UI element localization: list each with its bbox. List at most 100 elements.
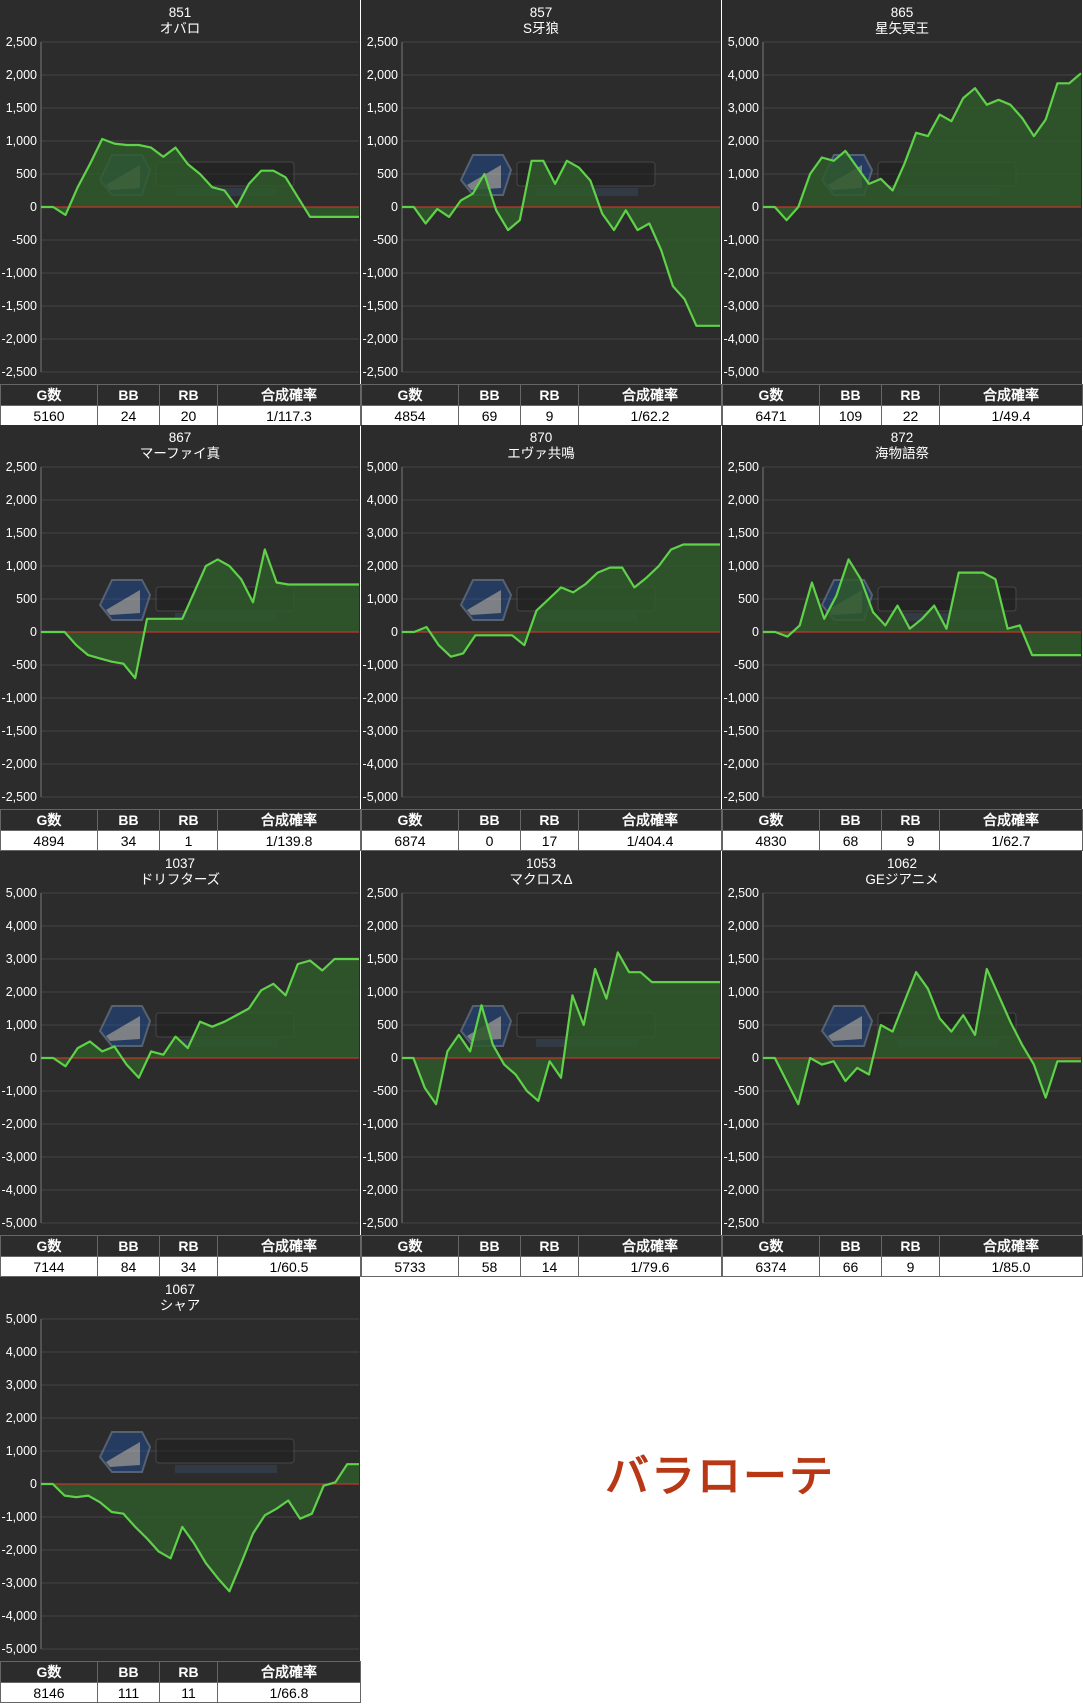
chart-panel-872: 872 海物語祭 2,500 2,000 1,500 1,000 500 0 -500 -1,00… bbox=[722, 425, 1083, 851]
y-tick-label: -2,000 bbox=[2, 1543, 37, 1557]
y-tick-label: 1,000 bbox=[6, 134, 37, 148]
stats-header: BB bbox=[458, 809, 521, 831]
y-tick-label: -2,000 bbox=[363, 332, 398, 346]
stats-value: 24 bbox=[97, 405, 160, 426]
y-tick-label: 2,500 bbox=[367, 35, 398, 49]
y-tick-label: 5,000 bbox=[6, 1312, 37, 1326]
y-tick-label: -2,500 bbox=[724, 1216, 759, 1230]
y-tick-label: -3,000 bbox=[724, 299, 759, 313]
chart-panel-857: 857 S牙狼 2,500 2,000 1,500 1,000 500 0 -500 -1,000… bbox=[361, 0, 722, 426]
y-tick-label: -1,000 bbox=[724, 1117, 759, 1131]
stats-header: RB bbox=[159, 1661, 218, 1683]
stats-header: BB bbox=[819, 809, 882, 831]
stats-header: RB bbox=[159, 384, 218, 406]
stats-header: 合成確率 bbox=[939, 384, 1083, 406]
y-tick-label: -4,000 bbox=[2, 1609, 37, 1623]
series-line bbox=[41, 548, 359, 680]
series-line bbox=[763, 72, 1082, 222]
machine-name: 海物語祭 bbox=[875, 445, 929, 461]
stats-value: 7144 bbox=[0, 1256, 98, 1277]
stats-value: 6471 bbox=[722, 405, 820, 426]
y-tick-label: 0 bbox=[30, 200, 37, 214]
y-tick-label: 2,500 bbox=[6, 35, 37, 49]
stats-value: 6374 bbox=[722, 1256, 820, 1277]
stats-value: 68 bbox=[819, 830, 882, 851]
y-tick-label: 4,000 bbox=[6, 919, 37, 933]
y-tick-label: -2,000 bbox=[2, 332, 37, 346]
machine-name: GEジアニメ bbox=[865, 872, 938, 887]
machine-name: ドリフターズ bbox=[140, 872, 220, 887]
y-tick-label: -1,000 bbox=[2, 1084, 37, 1098]
y-tick-label: -1,500 bbox=[724, 1150, 759, 1164]
y-tick-label: 0 bbox=[30, 625, 37, 639]
y-tick-label: 1,000 bbox=[728, 985, 759, 999]
machine-name: マクロスΔ bbox=[509, 872, 572, 887]
y-tick-label: -2,000 bbox=[2, 757, 37, 771]
stats-value: 34 bbox=[159, 1256, 218, 1277]
y-tick-label: 500 bbox=[738, 592, 759, 606]
y-tick-label: 1,500 bbox=[728, 526, 759, 540]
stats-value: 1/49.4 bbox=[939, 405, 1083, 426]
y-tick-label: 2,000 bbox=[728, 919, 759, 933]
y-tick-label: 2,500 bbox=[6, 460, 37, 474]
y-tick-label: 2,000 bbox=[6, 1411, 37, 1425]
y-tick-label: -2,000 bbox=[724, 1183, 759, 1197]
y-tick-label: 2,500 bbox=[728, 886, 759, 900]
stats-value: 34 bbox=[97, 830, 160, 851]
stats-value: 1/404.4 bbox=[578, 830, 722, 851]
stats-header: G数 bbox=[361, 384, 459, 406]
y-tick-label: -500 bbox=[12, 658, 37, 672]
y-tick-label: 2,000 bbox=[367, 559, 398, 573]
stats-header: 合成確率 bbox=[217, 1235, 361, 1257]
stats-header: G数 bbox=[0, 1235, 98, 1257]
stats-header: 合成確率 bbox=[217, 1661, 361, 1683]
stats-header: 合成確率 bbox=[217, 384, 361, 406]
stats-header: G数 bbox=[722, 809, 820, 831]
chart-panel-870: 870 エヴァ共鳴 5,000 4,000 3,000 2,000 1,000 0 -1,000… bbox=[361, 425, 722, 851]
y-tick-label: 0 bbox=[30, 1051, 37, 1065]
series-area bbox=[402, 952, 720, 1105]
machine-name: 星矢冥王 bbox=[875, 21, 929, 36]
stats-value: 9 bbox=[881, 830, 940, 851]
y-tick-label: -2,500 bbox=[2, 790, 37, 804]
y-tick-label: -500 bbox=[734, 1084, 759, 1098]
series-line bbox=[41, 1463, 359, 1593]
y-tick-label: -1,500 bbox=[2, 724, 37, 738]
y-tick-label: 1,000 bbox=[728, 167, 759, 181]
y-tick-label: 2,000 bbox=[728, 134, 759, 148]
series-line bbox=[402, 543, 720, 658]
series-area bbox=[763, 73, 1081, 221]
stats-header: 合成確率 bbox=[217, 809, 361, 831]
chart-panel-865: 865 星矢冥王 5,000 4,000 3,000 2,000 1,000 0 -1,000 -… bbox=[722, 0, 1083, 426]
y-tick-label: 5,000 bbox=[367, 460, 398, 474]
y-tick-label: -1,500 bbox=[724, 724, 759, 738]
y-tick-label: 1,500 bbox=[367, 101, 398, 115]
y-tick-label: -1,000 bbox=[363, 1117, 398, 1131]
stats-value: 4854 bbox=[361, 405, 459, 426]
y-tick-label: 3,000 bbox=[6, 952, 37, 966]
tag-label: バラローテ bbox=[605, 1452, 835, 1501]
stats-table: G数 BB RB 合成確率 5160 24 20 1/117.3 bbox=[0, 384, 361, 426]
y-tick-label: -2,500 bbox=[2, 365, 37, 379]
y-tick-label: -500 bbox=[12, 233, 37, 247]
y-tick-label: 1,000 bbox=[367, 985, 398, 999]
y-tick-label: 5,000 bbox=[6, 886, 37, 900]
y-tick-label: -1,000 bbox=[363, 266, 398, 280]
stats-table: G数 BB RB 合成確率 6471 109 22 1/49.4 bbox=[722, 384, 1083, 426]
y-tick-label: 500 bbox=[738, 1018, 759, 1032]
stats-header: RB bbox=[159, 809, 218, 831]
y-tick-label: -3,000 bbox=[2, 1150, 37, 1164]
chart-panel-851: 851 オバロ 2,500 2,000 1,500 1,000 500 0 -500 -1,000… bbox=[0, 0, 361, 426]
stats-table: G数 BB RB 合成確率 4830 68 9 1/62.7 bbox=[722, 809, 1083, 851]
stats-header: BB bbox=[819, 1235, 882, 1257]
stats-header: G数 bbox=[0, 384, 98, 406]
stats-header: G数 bbox=[361, 1235, 459, 1257]
stats-header: G数 bbox=[0, 1661, 98, 1683]
stats-header: G数 bbox=[722, 384, 820, 406]
stats-header: 合成確率 bbox=[939, 1235, 1083, 1257]
y-tick-label: -5,000 bbox=[2, 1216, 37, 1230]
